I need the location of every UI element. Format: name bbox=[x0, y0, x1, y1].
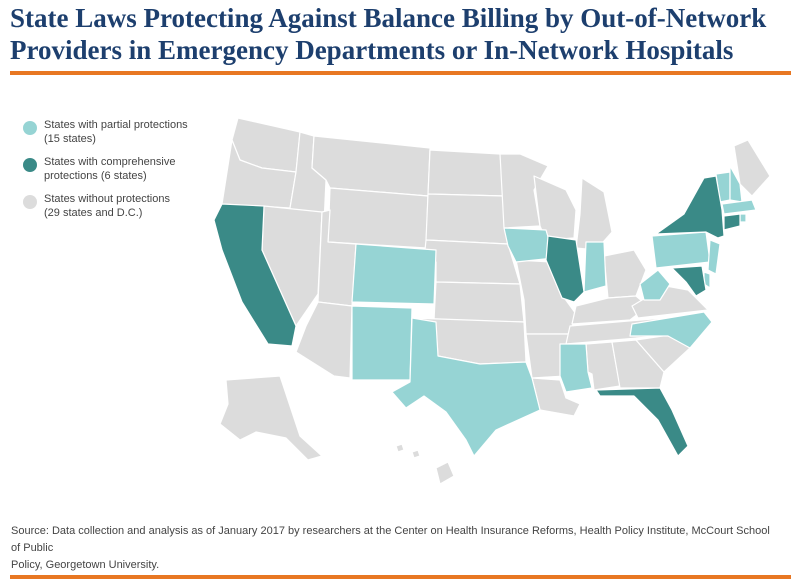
state-new-jersey[interactable] bbox=[707, 239, 721, 275]
legend-count-partial: (15 states) bbox=[44, 133, 96, 145]
legend-label-partial: States with partial protections bbox=[44, 119, 188, 131]
state-north-carolina[interactable] bbox=[629, 311, 713, 349]
state-maine bbox=[733, 139, 771, 197]
bottom-divider bbox=[10, 575, 791, 579]
state-georgia bbox=[611, 339, 665, 389]
top-divider bbox=[10, 71, 791, 75]
legend-swatch-partial bbox=[23, 121, 37, 135]
state-mississippi[interactable] bbox=[559, 343, 593, 393]
legend-label-none: States without protections bbox=[44, 193, 170, 205]
state-texas[interactable] bbox=[391, 317, 541, 457]
state-massachusetts[interactable] bbox=[721, 199, 757, 215]
state-colorado[interactable] bbox=[351, 243, 437, 305]
state-new-york[interactable] bbox=[655, 175, 725, 239]
state-kansas bbox=[433, 281, 525, 323]
state-wisconsin bbox=[533, 175, 577, 241]
chart-title: State Laws Protecting Against Balance Bi… bbox=[10, 2, 790, 66]
source-line-2: Policy, Georgetown University. bbox=[11, 559, 160, 571]
state-michigan bbox=[575, 177, 613, 251]
legend-count-none: (29 states and D.C.) bbox=[44, 207, 143, 219]
state-west-virginia[interactable] bbox=[639, 269, 671, 301]
legend-item-none: States without protections (29 states an… bbox=[20, 192, 220, 229]
state-maryland[interactable] bbox=[671, 265, 707, 297]
state-illinois[interactable] bbox=[545, 235, 585, 303]
state-connecticut[interactable] bbox=[723, 213, 741, 231]
state-california[interactable] bbox=[213, 203, 297, 347]
legend-swatch-none bbox=[23, 195, 37, 209]
state-north-dakota bbox=[427, 149, 505, 197]
state-wyoming bbox=[327, 187, 429, 249]
us-map bbox=[213, 117, 771, 485]
state-nebraska bbox=[423, 239, 521, 285]
state-montana bbox=[311, 135, 431, 197]
legend-label-comprehensive: States with comprehensive bbox=[44, 156, 176, 168]
state-pennsylvania[interactable] bbox=[651, 231, 711, 269]
legend-swatch-comprehensive bbox=[23, 158, 37, 172]
title-line-1: State Laws Protecting Against Balance Bi… bbox=[10, 3, 767, 33]
legend-item-partial: States with partial protections (15 stat… bbox=[20, 118, 220, 155]
legend: States with partial protections (15 stat… bbox=[20, 118, 220, 229]
source-note: Source: Data collection and analysis as … bbox=[11, 523, 781, 574]
legend-item-comprehensive: States with comprehensive protections (6… bbox=[20, 155, 220, 192]
state-alaska bbox=[219, 375, 323, 461]
state-new-mexico[interactable] bbox=[351, 305, 413, 381]
state-iowa[interactable] bbox=[503, 227, 555, 263]
state-hawaii bbox=[395, 443, 455, 485]
state-florida[interactable] bbox=[595, 387, 689, 457]
state-ohio bbox=[603, 249, 647, 299]
title-line-2: Providers in Emergency Departments or In… bbox=[10, 35, 734, 65]
legend-count-comprehensive: protections (6 states) bbox=[44, 170, 147, 182]
source-line-1: Source: Data collection and analysis as … bbox=[11, 525, 770, 554]
state-indiana[interactable] bbox=[583, 241, 607, 293]
state-rhode-island[interactable] bbox=[739, 213, 747, 223]
state-south-dakota bbox=[425, 193, 509, 245]
